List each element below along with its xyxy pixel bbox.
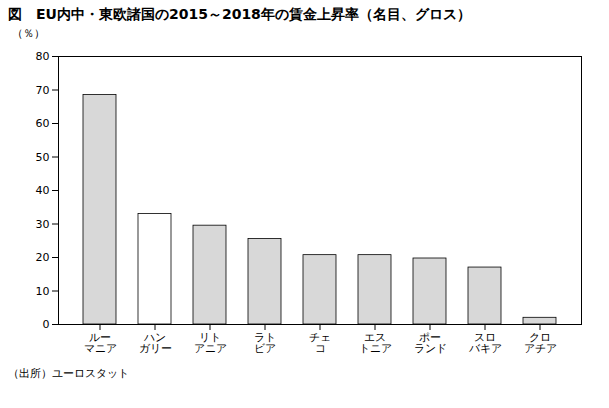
- svg-text:エストニア: エストニア: [359, 331, 392, 355]
- html-text:（出所）ユーロスタット: （出所）ユーロスタット: [8, 367, 129, 380]
- svg-text:40: 40: [36, 184, 50, 197]
- svg-text:ハンガリー: ハンガリー: [139, 331, 172, 355]
- svg-text:スロバキア: スロバキア: [468, 331, 502, 355]
- svg-text:（％）: （％）: [12, 27, 45, 40]
- svg-text:ルーマニア: ルーマニア: [84, 331, 117, 355]
- svg-text:チェコ: チェコ: [309, 331, 331, 355]
- svg-text:リトアニア: リトアニア: [194, 331, 227, 355]
- svg-text:50: 50: [36, 151, 50, 164]
- html-text:図 EU内中・東欧諸国の2015～2018年の賃金上昇率（名: 図 EU内中・東欧諸国の2015～2018年の賃金上昇率（名目、グロス）: [8, 6, 471, 22]
- svg-text:ポーランド: ポーランド: [414, 331, 447, 355]
- svg-text:20: 20: [36, 251, 50, 264]
- svg-text:70: 70: [36, 84, 50, 97]
- svg-text:ラトビア: ラトビア: [254, 331, 276, 355]
- svg-text:0: 0: [43, 318, 50, 331]
- svg-text:80: 80: [36, 50, 50, 63]
- svg-text:クロアチア: クロアチア: [524, 331, 557, 355]
- svg-text:10: 10: [36, 285, 50, 298]
- svg-text:30: 30: [36, 218, 50, 231]
- svg-text:60: 60: [36, 117, 50, 130]
